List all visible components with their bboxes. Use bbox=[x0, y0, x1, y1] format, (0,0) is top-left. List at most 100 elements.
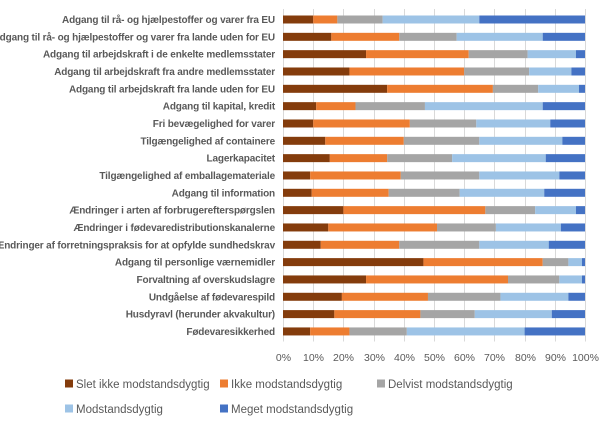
bar-segment-slet-ikke-modstandsdygtig bbox=[283, 50, 367, 59]
bar-segment-delvist-modstandsdygtig bbox=[468, 50, 528, 59]
bar-segment-meget-modstandsdygtig bbox=[542, 102, 585, 111]
bar-segment-modstandsdygtig bbox=[500, 292, 569, 301]
bar-row bbox=[283, 50, 585, 59]
x-tick-label: 30% bbox=[364, 352, 385, 364]
bar-segment-delvist-modstandsdygtig bbox=[400, 171, 480, 180]
bar-row bbox=[283, 171, 585, 180]
bar-segment-modstandsdygtig bbox=[479, 240, 549, 249]
category-label: Undgåelse af fødevarespild bbox=[149, 291, 275, 303]
bar-row bbox=[283, 84, 585, 93]
bar-row bbox=[283, 292, 585, 301]
bar-segment-slet-ikke-modstandsdygtig bbox=[283, 84, 388, 93]
bar-row bbox=[283, 67, 585, 76]
bar-segment-slet-ikke-modstandsdygtig bbox=[283, 327, 311, 336]
bar-segment-modstandsdygtig bbox=[406, 327, 525, 336]
legend-label: Meget modstandsdygtig bbox=[231, 404, 353, 416]
bar-segment-meget-modstandsdygtig bbox=[544, 188, 585, 197]
bar-segment-ikke-modstandsdygtig bbox=[366, 50, 469, 59]
bar-segment-ikke-modstandsdygtig bbox=[310, 171, 401, 180]
bar-segment-meget-modstandsdygtig bbox=[524, 327, 585, 336]
bar-row bbox=[283, 32, 585, 41]
category-labels: Adgang til rå- og hjælpestoffer og varer… bbox=[0, 14, 276, 338]
legend-label: Modstandsdygtig bbox=[76, 404, 163, 416]
bar-segment-meget-modstandsdygtig bbox=[550, 119, 585, 128]
bar-segment-meget-modstandsdygtig bbox=[571, 67, 585, 76]
bar-segment-ikke-modstandsdygtig bbox=[313, 15, 338, 24]
x-tick-label: 0% bbox=[276, 352, 291, 364]
bar-segment-slet-ikke-modstandsdygtig bbox=[283, 292, 342, 301]
category-label: Adgang til arbejdskraft fra andre medlem… bbox=[54, 67, 275, 78]
legend-item: Meget modstandsdygtig bbox=[220, 404, 353, 416]
bar-segment-delvist-modstandsdygtig bbox=[542, 258, 569, 267]
bar-segment-slet-ikke-modstandsdygtig bbox=[283, 188, 312, 197]
bar-segment-modstandsdygtig bbox=[474, 310, 552, 319]
bar-segment-meget-modstandsdygtig bbox=[542, 32, 585, 41]
bar-segment-meget-modstandsdygtig bbox=[479, 15, 585, 24]
category-label: Ændringer i fødevaredistributionskanaler… bbox=[73, 223, 275, 234]
legend: Slet ikke modstandsdygtig Ikke modstandsd… bbox=[65, 379, 513, 416]
x-tick-label: 90% bbox=[545, 352, 566, 364]
bar-row bbox=[283, 223, 585, 232]
legend-swatch bbox=[377, 379, 385, 388]
bar-segment-delvist-modstandsdygtig bbox=[485, 206, 536, 215]
bar-segment-meget-modstandsdygtig bbox=[578, 84, 585, 93]
bar-segment-ikke-modstandsdygtig bbox=[325, 136, 404, 145]
legend-item: Slet ikke modstandsdygtig bbox=[65, 379, 210, 391]
bar-segment-delvist-modstandsdygtig bbox=[464, 67, 530, 76]
bar-segment-delvist-modstandsdygtig bbox=[388, 188, 460, 197]
bar-segment-slet-ikke-modstandsdygtig bbox=[283, 310, 335, 319]
category-label: Adgang til personlige værnemidler bbox=[115, 258, 275, 269]
bar-segment-delvist-modstandsdygtig bbox=[337, 15, 383, 24]
bar-segment-slet-ikke-modstandsdygtig bbox=[283, 206, 344, 215]
bar-segment-delvist-modstandsdygtig bbox=[399, 32, 457, 41]
bar-segment-modstandsdygtig bbox=[529, 67, 572, 76]
bar-segment-ikke-modstandsdygtig bbox=[310, 327, 350, 336]
category-label: Adgang til rå- og hjælpestoffer og varer… bbox=[0, 31, 275, 43]
bar-segment-modstandsdygtig bbox=[456, 32, 543, 41]
bar-segment-delvist-modstandsdygtig bbox=[399, 240, 480, 249]
bar-row bbox=[283, 206, 585, 215]
bar-segment-modstandsdygtig bbox=[424, 102, 543, 111]
bar-segment-delvist-modstandsdygtig bbox=[387, 154, 453, 163]
bar-row bbox=[283, 240, 585, 249]
bar-row bbox=[283, 136, 585, 145]
bar-segment-modstandsdygtig bbox=[479, 136, 563, 145]
bar-row bbox=[283, 154, 585, 163]
category-label: Fri bevægelighed for varer bbox=[153, 119, 276, 130]
legend-swatch bbox=[65, 404, 73, 413]
bar-segment-slet-ikke-modstandsdygtig bbox=[283, 240, 321, 249]
bars bbox=[283, 15, 585, 336]
bar-segment-modstandsdygtig bbox=[568, 258, 582, 267]
bar-row bbox=[283, 310, 585, 319]
bar-segment-ikke-modstandsdygtig bbox=[331, 32, 400, 41]
category-label: Tilgængelighed af emballagemateriale bbox=[99, 171, 275, 182]
legend-swatch bbox=[65, 379, 73, 388]
bar-segment-modstandsdygtig bbox=[495, 223, 561, 232]
bar-segment-modstandsdygtig bbox=[559, 275, 582, 284]
bar-segment-ikke-modstandsdygtig bbox=[341, 292, 428, 301]
bar-segment-modstandsdygtig bbox=[459, 188, 545, 197]
bar-row bbox=[283, 15, 585, 24]
bar-segment-modstandsdygtig bbox=[479, 171, 560, 180]
bar-segment-meget-modstandsdygtig bbox=[545, 154, 585, 163]
bar-segment-slet-ikke-modstandsdygtig bbox=[283, 258, 424, 267]
legend-label: Slet ikke modstandsdygtig bbox=[76, 379, 210, 391]
bar-segment-meget-modstandsdygtig bbox=[581, 275, 585, 284]
bar-segment-meget-modstandsdygtig bbox=[575, 206, 585, 215]
bar-segment-meget-modstandsdygtig bbox=[559, 171, 585, 180]
legend-item: Modstandsdygtig bbox=[65, 404, 163, 416]
bar-segment-meget-modstandsdygtig bbox=[562, 136, 585, 145]
x-axis-ticks: 0% 10% 20% 30% 40% 50% 60% 70% 80% 90% 100% bbox=[276, 352, 599, 364]
bar-row bbox=[283, 119, 585, 128]
x-tick-label: 50% bbox=[424, 352, 445, 364]
category-label: Adgang til information bbox=[172, 188, 275, 199]
legend-swatch bbox=[220, 404, 228, 413]
bar-segment-ikke-modstandsdygtig bbox=[349, 67, 465, 76]
category-label: Tilgængelighed af containere bbox=[140, 136, 275, 147]
x-tick-label: 100% bbox=[572, 352, 599, 364]
bar-segment-delvist-modstandsdygtig bbox=[437, 223, 496, 232]
bar-segment-delvist-modstandsdygtig bbox=[355, 102, 425, 111]
x-tick-label: 10% bbox=[303, 352, 324, 364]
